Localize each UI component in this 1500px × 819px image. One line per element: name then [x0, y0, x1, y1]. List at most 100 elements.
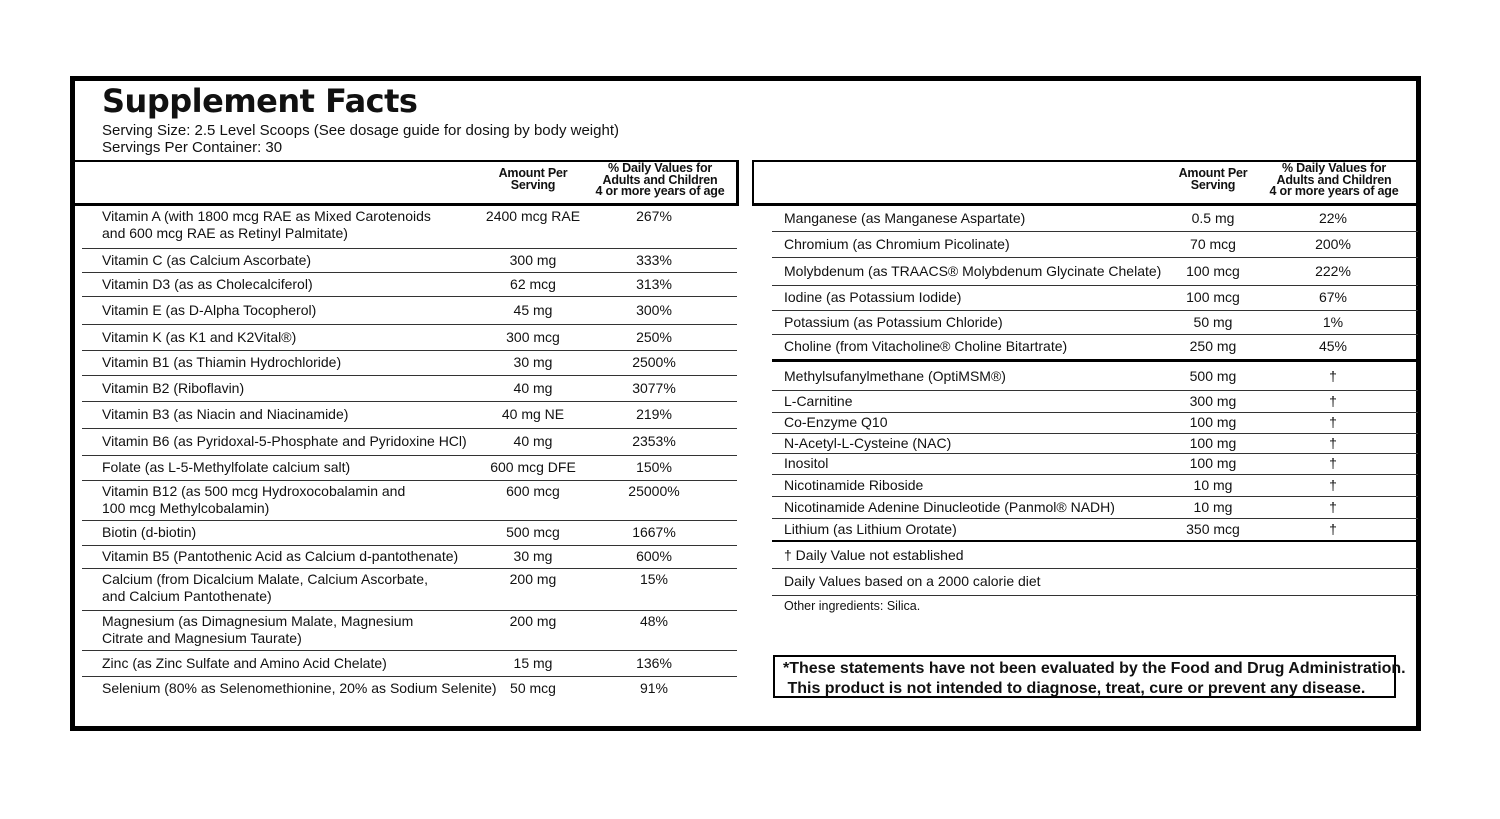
nutrient-name: Chromium (as Chromium Picolinate) [784, 235, 1010, 252]
right-header-box [752, 160, 1420, 206]
nutrient-name: Folate (as L-5-Methylfolate calcium salt… [102, 459, 351, 475]
daily-value: 1667% [632, 524, 676, 540]
amount: 40 mg NE [501, 406, 565, 422]
daily-value: 2500% [632, 354, 676, 370]
table-row: Vitamin B12 (as 500 mcg Hydroxocobalamin… [82, 480, 737, 521]
table-row: Vitamin B1 (as Thiamin Hydrochloride) 30 … [82, 350, 737, 376]
amount: 70 mcg [1190, 235, 1236, 252]
header-amount: Amount Per Serving [498, 166, 568, 192]
nutrient-name: Vitamin E (as D-Alpha Tocopherol) [102, 301, 317, 318]
nutrient-name: N-Acetyl-L-Cysteine (NAC) [784, 434, 952, 451]
amount: 500 mg [1189, 368, 1237, 384]
table-row: Vitamin B6 (as Pyridoxal-5-Phosphate and… [82, 428, 737, 456]
daily-value: † [1329, 520, 1337, 537]
nutrient-name: Nicotinamide Riboside [784, 476, 924, 493]
amount: 10 mg [1193, 476, 1233, 493]
amount: 200 mg [509, 613, 557, 629]
other-ingredients: Other ingredients: Silica. [784, 599, 921, 613]
table-row: Co-Enzyme Q10 100 mg † [772, 412, 1418, 434]
daily-value: † [1329, 434, 1337, 451]
amount: 50 mg [1193, 313, 1233, 330]
amount: 0.5 mg [1191, 209, 1235, 226]
footnote: Daily Values based on a 2000 calorie die… [784, 573, 1041, 589]
amount: 100 mg [1189, 434, 1237, 451]
nutrient-name: Vitamin B1 (as Thiamin Hydrochloride) [102, 354, 342, 370]
table-row: Vitamin K (as K1 and K2Vital®) 300 mcg 250… [82, 324, 737, 351]
header-daily-value: % Daily Values for Adults and Children 4… [595, 161, 725, 198]
nutrient-name: Methylsufanylmethane (OptiMSM®) [784, 368, 1006, 384]
table-row: Iodine (as Potassium Iodide) 100 mcg 67% [772, 285, 1418, 311]
daily-value: † [1329, 455, 1337, 471]
amount: 200 mg [509, 571, 557, 587]
daily-value: 67% [1318, 289, 1348, 305]
amount: 100 mg [1189, 414, 1237, 430]
daily-value: 2353% [632, 433, 676, 449]
table-row: Zinc (as Zinc Sulfate and Amino Acid Che… [82, 650, 737, 677]
nutrient-name: Iodine (as Potassium Iodide) [784, 289, 962, 305]
footnote-row: † Daily Value not established [772, 543, 1418, 569]
table-row: Selenium (80% as Selenomethionine, 20% a… [82, 676, 737, 700]
table-row: Vitamin B2 (Riboflavin) 40 mg 3077% [82, 375, 737, 402]
amount: 300 mg [1189, 392, 1237, 409]
daily-value: 22% [1318, 209, 1348, 226]
amount: 250 mg [1189, 338, 1237, 354]
daily-value: 150% [636, 459, 672, 475]
amount: 30 mg [513, 548, 553, 564]
amount: 30 mg [513, 354, 553, 370]
amount: 100 mcg [1186, 262, 1240, 279]
table-row: Potassium (as Potassium Chloride) 50 mg 1% [772, 310, 1418, 335]
nutrient-name: Molybdenum (as TRAACS® Molybdenum Glycin… [784, 262, 1162, 279]
nutrient-name: Vitamin B2 (Riboflavin) [102, 379, 245, 396]
amount: 300 mg [509, 251, 557, 268]
daily-value: 250% [636, 328, 672, 345]
daily-value: 91% [639, 679, 669, 696]
amount: 100 mcg [1186, 289, 1240, 305]
table-row: Biotin (d-biotin) 500 mcg 1667% [82, 520, 737, 546]
disclaimer: *These statements have not been evaluate… [773, 655, 1406, 698]
table-row: Folate (as L-5-Methylfolate calcium salt… [82, 455, 737, 481]
table-row: Molybdenum (as TRAACS® Molybdenum Glycin… [772, 257, 1418, 286]
daily-value: 300% [636, 301, 672, 318]
amount: 600 mcg DFE [490, 459, 576, 475]
title: Supplement Facts [102, 82, 418, 120]
amount: 40 mg [513, 433, 553, 449]
amount: 600 mcg [506, 483, 560, 499]
header-daily-value: % Daily Values for Adults and Children 4… [1269, 161, 1399, 198]
table-row: Manganese (as Manganese Aspartate) 0.5 mg… [772, 205, 1418, 232]
amount: 50 mcg [510, 679, 556, 696]
table-row: Vitamin D3 (as as Cholecalciferol) 62 mcg… [82, 272, 737, 297]
daily-value: 136% [636, 654, 672, 671]
daily-value: 45% [1318, 338, 1348, 354]
nutrient-name: Choline (from Vitacholine® Choline Bitar… [784, 338, 1068, 354]
daily-value: 25000% [628, 483, 680, 499]
nutrient-name: Magnesium (as Dimagnesium Malate, Magnes… [102, 613, 414, 646]
nutrient-name: Vitamin B5 (Pantothenic Acid as Calcium … [102, 548, 459, 564]
nutrient-name: Nicotinamide Adenine Dinucleotide (Panmo… [784, 498, 1115, 515]
daily-value: † [1329, 476, 1337, 493]
nutrient-name: L-Carnitine [784, 392, 853, 409]
table-row: N-Acetyl-L-Cysteine (NAC) 100 mg † [772, 433, 1418, 454]
left-header-box [72, 160, 739, 206]
amount: 10 mg [1193, 498, 1233, 515]
table-row: Methylsufanylmethane (OptiMSM®) 500 mg † [772, 363, 1418, 391]
nutrient-name: Manganese (as Manganese Aspartate) [784, 209, 1026, 226]
amount: 350 mcg [1186, 520, 1240, 537]
table-row: Vitamin C (as Calcium Ascorbate) 300 mg 33… [82, 248, 737, 273]
footnote-row: Daily Values based on a 2000 calorie die… [772, 568, 1418, 596]
daily-value: † [1329, 392, 1337, 409]
nutrient-name: Vitamin B3 (as Niacin and Niacinamide) [102, 406, 349, 422]
table-row: Vitamin B3 (as Niacin and Niacinamide) 40… [82, 401, 737, 429]
nutrient-name: Vitamin B12 (as 500 mcg Hydroxocobalamin… [102, 483, 406, 516]
daily-value: 313% [636, 275, 672, 292]
daily-value: 1% [1322, 313, 1344, 330]
table-row: Nicotinamide Adenine Dinucleotide (Panmo… [772, 496, 1418, 519]
header-amount: Amount Per Serving [1178, 166, 1248, 192]
nutrient-name: Potassium (as Potassium Chloride) [784, 313, 1003, 330]
amount: 2400 mcg RAE [485, 208, 581, 224]
daily-value: 267% [636, 208, 672, 224]
amount: 100 mg [1189, 455, 1237, 471]
table-row: L-Carnitine 300 mg † [772, 390, 1418, 413]
amount: 500 mcg [506, 524, 560, 540]
daily-value: 15% [639, 571, 669, 587]
